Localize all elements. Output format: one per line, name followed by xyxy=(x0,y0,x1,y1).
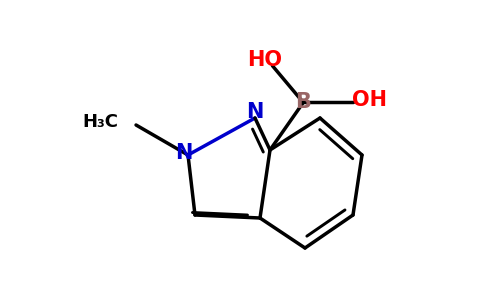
Text: HO: HO xyxy=(247,50,282,70)
Text: B: B xyxy=(295,92,311,112)
Text: N: N xyxy=(246,102,264,122)
Text: OH: OH xyxy=(352,91,387,110)
Text: H₃C: H₃C xyxy=(82,113,118,131)
Text: N: N xyxy=(175,143,193,163)
